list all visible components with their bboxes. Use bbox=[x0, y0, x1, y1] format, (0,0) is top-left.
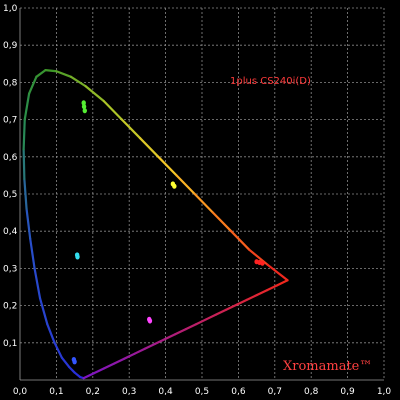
locus-segment bbox=[53, 341, 63, 359]
locus-segment bbox=[68, 365, 76, 374]
axes bbox=[19, 8, 384, 381]
purple-line-segment bbox=[143, 342, 157, 350]
purple-line-segment bbox=[174, 328, 187, 336]
locus-segment bbox=[35, 69, 47, 78]
chart-title: 1plus CS240i(D) bbox=[230, 76, 311, 87]
locus-segment bbox=[25, 207, 32, 240]
y-tick-label: 0,4 bbox=[3, 227, 18, 237]
point-yellow bbox=[172, 183, 177, 189]
purple-line-segment bbox=[204, 313, 218, 321]
data-points bbox=[71, 100, 265, 365]
point-magenta bbox=[147, 318, 153, 324]
purple-line-segment bbox=[266, 284, 279, 292]
x-tick-label: 0,0 bbox=[13, 387, 28, 397]
x-tick-label: 0,8 bbox=[304, 387, 319, 397]
locus-segment bbox=[23, 92, 31, 121]
locus-segment bbox=[60, 356, 71, 369]
locus-segment bbox=[266, 263, 289, 282]
grid bbox=[20, 7, 385, 380]
y-tick-label: 0,2 bbox=[3, 302, 17, 312]
locus-segment bbox=[248, 248, 269, 266]
locus-segment bbox=[44, 69, 58, 73]
x-tick-label: 0,1 bbox=[49, 387, 63, 397]
purple-line-segment bbox=[82, 372, 95, 380]
purple-line-segment bbox=[225, 303, 238, 311]
locus-segment bbox=[211, 211, 233, 233]
locus-segment bbox=[102, 99, 124, 121]
purple-line-segment bbox=[102, 362, 116, 370]
locus-segment bbox=[157, 155, 178, 177]
point-cyan bbox=[75, 254, 80, 260]
x-tick-label: 0,7 bbox=[268, 387, 282, 397]
x-tick-label: 0,6 bbox=[231, 387, 246, 397]
x-tick-label: 0,4 bbox=[158, 387, 173, 397]
point-green bbox=[81, 103, 87, 110]
purple-line-segment bbox=[184, 323, 197, 331]
x-tick-label: 0,3 bbox=[122, 387, 136, 397]
y-tick-labels: 0,1 0,2 0,3 0,4 0,5 0,6 0,7 0,8 0,9 1,0 bbox=[3, 4, 18, 349]
point-green bbox=[82, 108, 87, 114]
x-tick-labels: 0,0 0,1 0,2 0,3 0,4 0,5 0,6 0,7 0,8 0,9 1,0 bbox=[13, 387, 392, 397]
x-tick-label: 1,0 bbox=[377, 387, 392, 397]
locus-segment bbox=[230, 230, 251, 251]
locus-segment bbox=[33, 267, 42, 300]
locus-segment bbox=[139, 137, 160, 158]
purple-line-segment bbox=[245, 293, 259, 301]
point-blue bbox=[72, 359, 77, 365]
locus-segment bbox=[84, 85, 105, 103]
x-tick-label: 0,2 bbox=[86, 387, 100, 397]
locus-segment bbox=[38, 297, 49, 326]
y-tick-label: 0,1 bbox=[3, 339, 17, 349]
locus-segment bbox=[55, 70, 73, 78]
purple-line-segment bbox=[92, 367, 106, 375]
locus-segment bbox=[193, 192, 215, 214]
locus-segment bbox=[29, 237, 36, 270]
purple-line-segment bbox=[153, 337, 167, 345]
locus-segment bbox=[175, 174, 196, 196]
point-red bbox=[260, 260, 265, 266]
x-tick-label: 0,5 bbox=[195, 387, 209, 397]
y-tick-label: 0,3 bbox=[3, 264, 17, 274]
locus-segment bbox=[22, 148, 26, 181]
y-tick-label: 0,9 bbox=[3, 41, 18, 51]
x-tick-label: 0,9 bbox=[340, 387, 355, 397]
purple-line-segment bbox=[255, 288, 269, 297]
purple-line-segment bbox=[123, 352, 136, 360]
locus-segment bbox=[120, 118, 142, 140]
purple-line-segment bbox=[164, 333, 177, 341]
brand-watermark: Xromamate™ bbox=[283, 359, 372, 374]
y-tick-label: 0,8 bbox=[3, 78, 18, 88]
locus-segment bbox=[46, 323, 56, 344]
locus-segment bbox=[69, 75, 87, 88]
spectral-locus bbox=[22, 69, 289, 380]
y-tick-label: 0,7 bbox=[3, 116, 17, 126]
y-tick-label: 1,0 bbox=[3, 4, 18, 14]
locus-segment bbox=[23, 178, 28, 210]
purple-line-segment bbox=[113, 357, 126, 365]
purple-line-segment bbox=[276, 279, 289, 287]
y-tick-label: 0,6 bbox=[3, 153, 18, 163]
locus-segment bbox=[73, 371, 82, 379]
purple-line-segment bbox=[215, 308, 228, 316]
locus-segment bbox=[22, 118, 26, 151]
y-tick-label: 0,5 bbox=[3, 190, 17, 200]
locus-segment bbox=[28, 75, 38, 95]
purple-line-segment bbox=[235, 298, 248, 306]
purple-line-segment bbox=[133, 347, 146, 355]
purple-line-segment bbox=[194, 318, 208, 326]
